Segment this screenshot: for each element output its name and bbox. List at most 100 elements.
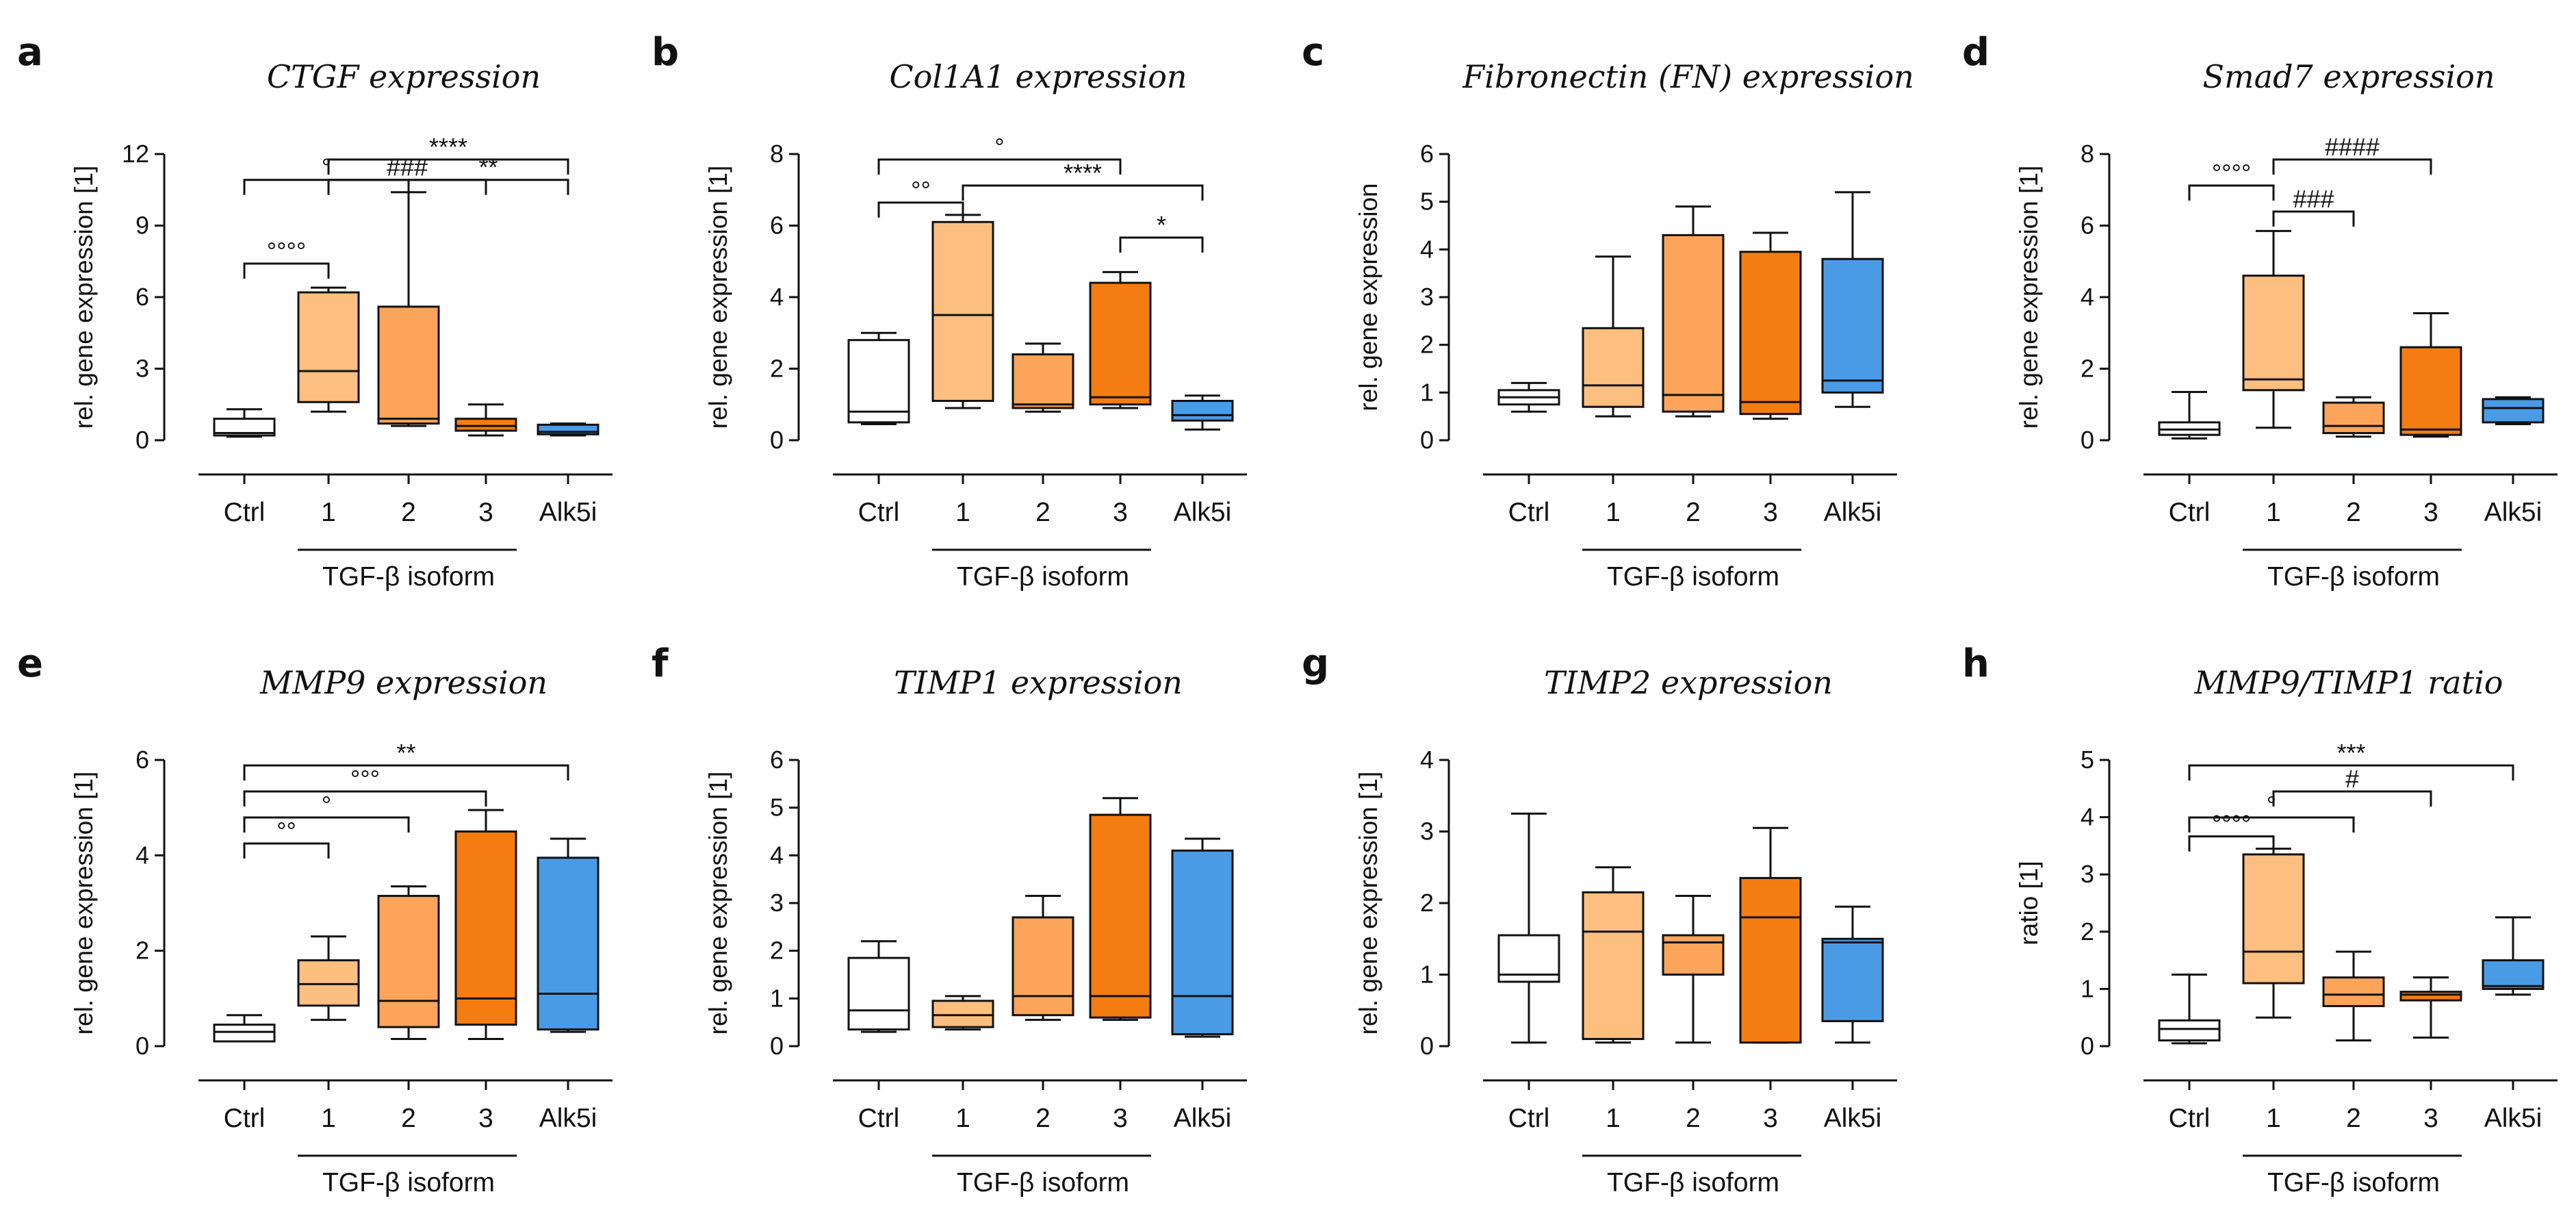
box-2 — [1662, 895, 1725, 1044]
y-tick-label: 6 — [2081, 212, 2094, 240]
box-body — [2399, 991, 2462, 1002]
x-category-label: 3 — [1763, 1104, 1778, 1133]
box-body — [2322, 976, 2385, 1007]
significance-bracket: *** — [2188, 739, 2514, 781]
significance-bracket: * — [1119, 211, 1204, 253]
x-category-label: 1 — [1606, 498, 1621, 527]
box-body — [847, 956, 910, 1031]
y-tick-label: 0 — [1420, 426, 1434, 454]
box-body — [1821, 937, 1884, 1022]
box-3 — [454, 403, 517, 437]
x-category-label: 2 — [1035, 1104, 1051, 1133]
y-tick-label: 9 — [136, 212, 149, 240]
significance-bracket: °° — [243, 817, 330, 859]
x-category-label: 1 — [2266, 498, 2281, 527]
box-body — [847, 339, 910, 424]
y-axis-label: rel. gene expression — [1354, 183, 1382, 411]
box-3 — [2399, 312, 2462, 438]
y-tick-label: 4 — [1420, 235, 1434, 263]
bracket-line — [243, 816, 410, 833]
panel-d: d Smad7 expression 0 2 4 6 8 rel. gene expressi… — [1962, 30, 2558, 592]
significance-bracket: **** — [327, 133, 569, 175]
y-axis-label: rel. gene expression [1] — [70, 772, 98, 1035]
y-tick-label: 4 — [136, 841, 149, 869]
box-Alk5i — [2482, 916, 2545, 996]
bracket-line — [327, 158, 569, 175]
x-category-label: Alk5i — [1174, 498, 1232, 527]
box-body — [2482, 398, 2545, 424]
bracket-line — [2188, 835, 2275, 852]
box-2 — [377, 885, 440, 1041]
y-tick-label: 0 — [2081, 1032, 2094, 1060]
y-axis-label: rel. gene expression [1] — [704, 772, 732, 1035]
box-body — [454, 830, 517, 1026]
significance-label: ### — [2293, 185, 2334, 213]
significance-label: **** — [1064, 159, 1102, 187]
box-2 — [2322, 950, 2385, 1042]
group-label: TGF-β isoform — [957, 562, 1129, 592]
x-category-label: Ctrl — [858, 498, 900, 527]
box-Alk5i — [537, 837, 600, 1033]
box-body — [2482, 959, 2545, 990]
chart-title: Fibronectin (FN) expression — [1462, 58, 1914, 95]
box-2 — [1012, 342, 1074, 413]
x-category-label: 2 — [1686, 1104, 1701, 1133]
y-tick-label: 8 — [2081, 140, 2094, 168]
significance-bracket: # — [2272, 765, 2432, 807]
y-tick-label: 3 — [2081, 860, 2094, 888]
chart-title: MMP9 expression — [259, 664, 548, 701]
y-tick-label: 6 — [770, 212, 784, 240]
box-3 — [1739, 231, 1802, 420]
y-axis-label: rel. gene expression [1] — [1354, 772, 1382, 1035]
y-tick-label: 0 — [1420, 1032, 1434, 1060]
panel-letter: e — [17, 642, 43, 686]
bracket-line — [2272, 210, 2355, 227]
x-category-label: 1 — [2266, 1104, 2281, 1133]
box-Alk5i — [537, 422, 600, 437]
box-body — [454, 418, 517, 432]
panel-h: h MMP9/TIMP1 ratio 0 1 2 3 4 5 ratio [1] Ctrl 1 2 3 A… — [1962, 642, 2558, 1197]
significance-bracket: °° — [877, 176, 964, 218]
panel-e: e MMP9 expression 0 2 4 6 rel. gene expression… — [17, 642, 613, 1197]
y-tick-label: 6 — [136, 746, 149, 774]
x-category-label: Ctrl — [1508, 498, 1550, 527]
y-tick-label: 5 — [1420, 188, 1434, 216]
significance-label: ** — [396, 739, 415, 767]
y-tick-label: 4 — [770, 283, 784, 311]
bracket-line — [243, 842, 330, 859]
y-tick-label: 3 — [770, 889, 784, 917]
y-tick-label: 5 — [770, 794, 784, 822]
significance-label: * — [1157, 211, 1166, 239]
box-body — [1012, 916, 1074, 1017]
chart-title: TIMP1 expression — [894, 664, 1183, 701]
box-body — [1662, 934, 1725, 976]
bracket-line — [877, 201, 964, 218]
y-tick-label: 4 — [1420, 746, 1434, 774]
significance-label: °°° — [350, 765, 380, 793]
significance-bracket: ### — [2272, 185, 2355, 227]
x-category-label: Ctrl — [224, 498, 266, 527]
box-body — [931, 220, 994, 403]
box-body — [2322, 401, 2385, 435]
bracket-line — [243, 790, 487, 807]
bracket-line — [2188, 764, 2514, 781]
bracket-line — [877, 158, 1122, 175]
y-axis-label: ratio [1] — [2015, 861, 2043, 945]
y-tick-label: 4 — [770, 841, 784, 869]
significance-label: °°°° — [2212, 159, 2252, 187]
group-label: TGF-β isoform — [957, 1168, 1129, 1197]
box-Ctrl — [2158, 974, 2221, 1045]
box-1 — [297, 935, 360, 1022]
bracket-line — [243, 764, 569, 781]
panel-b: b Col1A1 expression 0 2 4 6 8 rel. gene express… — [652, 30, 1247, 592]
bracket-line — [2188, 816, 2355, 833]
y-tick-label: 0 — [136, 426, 149, 454]
y-axis-label: rel. gene expression [1] — [2015, 166, 2043, 429]
panel-letter: c — [1302, 30, 1324, 75]
y-tick-label: 2 — [2081, 355, 2094, 383]
bracket-line — [1119, 236, 1204, 253]
box-Ctrl — [1497, 381, 1560, 413]
y-tick-label: 3 — [136, 355, 149, 383]
significance-label: *** — [2336, 739, 2365, 767]
significance-label: °°°° — [267, 237, 307, 265]
